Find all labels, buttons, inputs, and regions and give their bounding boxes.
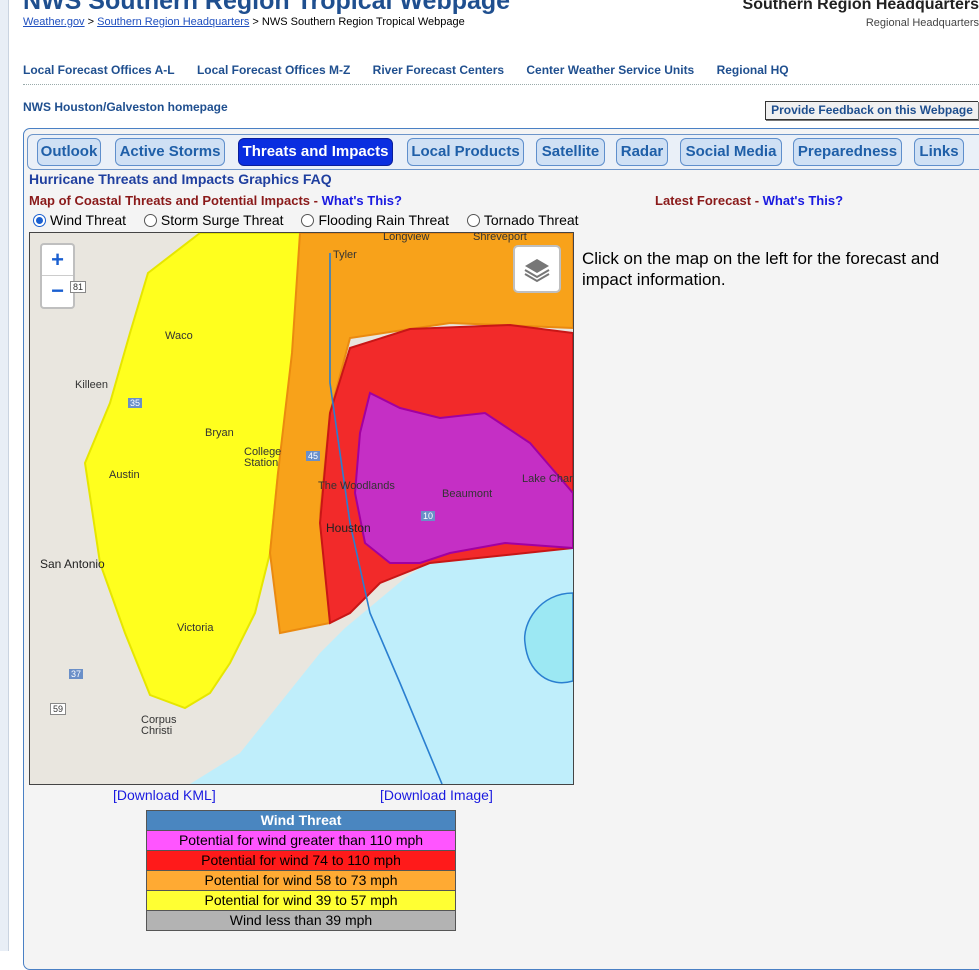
radio-button[interactable] — [301, 213, 315, 227]
map-label-beaumont: Beaumont — [442, 488, 493, 500]
map-label-lake-charles: Lake Char — [522, 473, 573, 485]
threat-selector: Wind Threat Storm Surge Threat Flooding … — [33, 212, 593, 230]
shield-i10: 10 — [421, 511, 436, 521]
breadcrumb-weather-gov[interactable]: Weather.gov — [23, 16, 85, 28]
forecast-info-text: Click on the map on the left for the for… — [582, 249, 940, 289]
tab-satellite[interactable]: Satellite — [536, 138, 605, 166]
radio-tornado-threat[interactable]: Tornado Threat — [466, 212, 579, 228]
forecast-heading: Latest Forecast - What's This? — [655, 193, 843, 208]
radio-button[interactable] — [143, 213, 157, 227]
map-label-victoria: Victoria — [177, 622, 214, 634]
shield-i45: 45 — [306, 451, 321, 461]
tab-preparedness[interactable]: Preparedness — [793, 138, 902, 166]
map-label-shreveport: Shreveport — [473, 232, 527, 243]
map-label-christi: Christi — [141, 725, 173, 737]
nav-river-forecast-centers[interactable]: River Forecast Centers — [372, 63, 505, 77]
legend-row-over-110: Potential for wind greater than 110 mph — [147, 830, 455, 850]
shield-us81: 81 — [70, 281, 87, 293]
gulf-water — [190, 533, 573, 784]
tab-bar: Outlook Active Storms Threats and Impact… — [27, 134, 979, 170]
map-label-bryan: Bryan — [205, 427, 234, 439]
map-label-station: Station — [244, 457, 279, 469]
map-label-houston: Houston — [326, 521, 371, 535]
tab-local-products[interactable]: Local Products — [407, 138, 524, 166]
legend-row-58-73: Potential for wind 58 to 73 mph — [147, 870, 455, 890]
legend-row-39-57: Potential for wind 39 to 57 mph — [147, 890, 455, 910]
faq-link[interactable]: Hurricane Threats and Impacts Graphics F… — [29, 171, 332, 187]
map-canvas[interactable] — [30, 233, 573, 784]
radio-flooding-rain-threat[interactable]: Flooding Rain Threat — [301, 212, 449, 228]
nav-center-weather-service-units[interactable]: Center Weather Service Units — [526, 63, 695, 77]
zoom-control: + − — [40, 243, 75, 309]
storm-track-line — [329, 253, 443, 784]
shield-us59: 59 — [50, 703, 67, 715]
breadcrumb: Weather.gov > Southern Region Headquarte… — [23, 16, 465, 28]
map-label-san-antonio: San Antonio — [40, 557, 105, 571]
tab-radar[interactable]: Radar — [616, 138, 668, 166]
map-label-the-woodlands: The Woodlands — [318, 480, 395, 492]
divider — [23, 84, 979, 85]
tab-active-storms[interactable]: Active Storms — [115, 138, 225, 166]
top-navigation: Local Forecast Offices A-L Local Forecas… — [23, 63, 808, 77]
layers-icon — [524, 259, 550, 283]
feedback-button[interactable]: Provide Feedback on this Webpage — [765, 101, 978, 120]
map-label-waco: Waco — [165, 330, 193, 342]
region-subtitle: Regional Headquarters — [865, 17, 979, 29]
legend-row-under-39: Wind less than 39 mph — [147, 910, 455, 930]
breadcrumb-separator: > — [249, 16, 262, 28]
shield-i35: 35 — [128, 398, 143, 408]
region-title: Southern Region Headquarters — [742, 0, 979, 13]
tab-outlook[interactable]: Outlook — [37, 138, 101, 166]
nav-local-offices-a-l[interactable]: Local Forecast Offices A-L — [23, 63, 175, 77]
radio-wind-threat[interactable]: Wind Threat — [33, 212, 126, 228]
breadcrumb-current: NWS Southern Region Tropical Webpage — [261, 16, 465, 28]
download-kml-link[interactable]: [Download KML] — [113, 787, 216, 803]
radio-button-selected[interactable] — [33, 213, 46, 227]
legend-title: Wind Threat — [147, 811, 455, 830]
tab-threats-and-impacts[interactable]: Threats and Impacts — [238, 138, 393, 166]
map-heading: Map of Coastal Threats and Potential Imp… — [29, 193, 402, 208]
legend-row-74-110: Potential for wind 74 to 110 mph — [147, 850, 455, 870]
nav-regional-hq[interactable]: Regional HQ — [716, 63, 789, 77]
zone-over-110-mph — [353, 391, 573, 564]
forecast-heading-text: Latest Forecast - — [655, 193, 763, 208]
map-label-austin: Austin — [109, 469, 140, 481]
map-whats-this-link[interactable]: What's This? — [321, 193, 402, 208]
map-label-college: College — [244, 446, 282, 458]
houston-galveston-home-link[interactable]: NWS Houston/Galveston homepage — [23, 100, 228, 114]
tab-links[interactable]: Links — [914, 138, 964, 166]
page-title: NWS Southern Region Tropical Webpage — [23, 0, 511, 15]
map-label-longview: Longview — [383, 232, 430, 243]
map-label-tyler: Tyler — [333, 249, 357, 261]
tab-social-media[interactable]: Social Media — [680, 138, 782, 166]
left-border — [0, 0, 9, 951]
shield-i37: 37 — [69, 669, 84, 679]
radio-storm-surge-threat[interactable]: Storm Surge Threat — [143, 212, 284, 228]
map-label-killeen: Killeen — [75, 379, 109, 391]
zoom-out-button[interactable]: − — [51, 278, 64, 303]
forecast-whats-this-link[interactable]: What's This? — [762, 193, 844, 208]
layers-button[interactable] — [513, 245, 561, 293]
breadcrumb-separator: > — [84, 16, 98, 28]
zoom-in-button[interactable]: + — [42, 245, 73, 276]
map-heading-text: Map of Coastal Threats and Potential Imp… — [29, 193, 322, 208]
map-label-corpus: Corpus — [141, 714, 177, 726]
breadcrumb-srh[interactable]: Southern Region Headquarters — [97, 16, 250, 28]
nav-local-offices-m-z[interactable]: Local Forecast Offices M-Z — [196, 63, 351, 77]
wind-threat-legend: Wind Threat Potential for wind greater t… — [146, 810, 456, 931]
radio-button[interactable] — [466, 213, 480, 227]
download-image-link[interactable]: [Download Image] — [380, 787, 493, 803]
storm-contour — [523, 592, 573, 684]
threat-map[interactable]: + − Longview Shreveport Tyler Waco Kille… — [29, 232, 574, 785]
